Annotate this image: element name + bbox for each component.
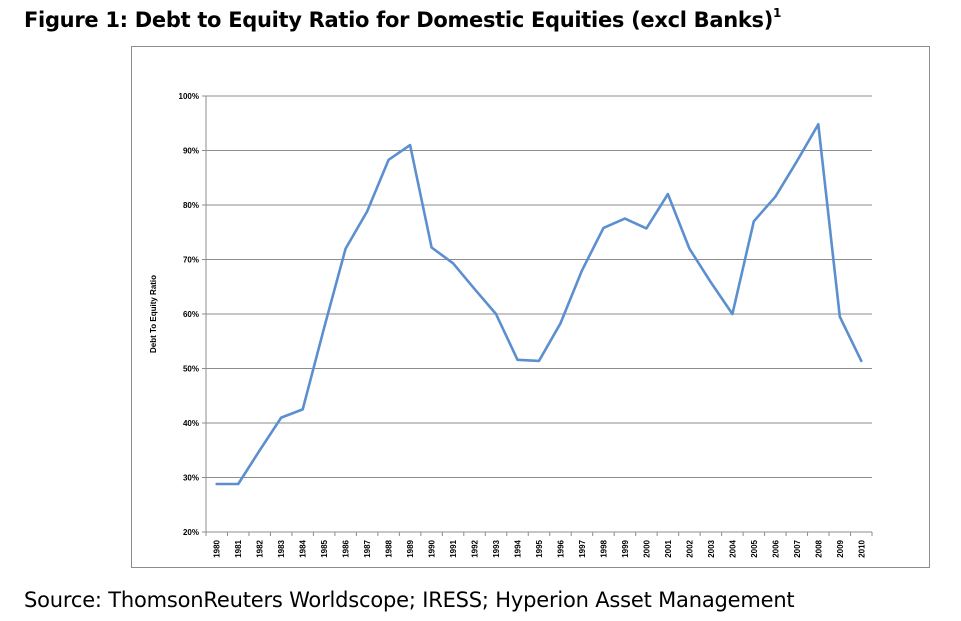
x-tick-label: 2002 — [685, 539, 694, 557]
series-layer — [215, 123, 863, 486]
data-point — [624, 217, 626, 219]
x-tick-label: 1988 — [385, 539, 394, 557]
data-point — [366, 210, 368, 212]
x-tick-label: 1997 — [578, 539, 587, 557]
x-tick-label: 2006 — [771, 539, 780, 557]
x-tick-label: 2010 — [857, 539, 866, 557]
chart-area: 20% 30% 40% 50% 60% 70% 80% 90% 100% 1980 1981 198… — [131, 46, 930, 568]
x-tick-label: 2001 — [664, 539, 673, 557]
data-point — [409, 144, 411, 146]
y-axis-title: Debt To Equity Ratio — [149, 275, 158, 353]
y-tick-label: 70% — [183, 256, 199, 265]
y-tick-labels: 20% 30% 40% 50% 60% 70% 80% 90% 100% — [179, 92, 199, 537]
x-tick-label: 1985 — [320, 539, 329, 557]
x-tick-label: 2007 — [793, 539, 802, 557]
x-tick-label: 1995 — [535, 539, 544, 557]
data-point — [516, 359, 518, 361]
x-tick-label: 1984 — [299, 539, 308, 557]
data-point — [753, 220, 755, 222]
data-point — [839, 316, 841, 318]
data-point — [387, 159, 389, 161]
data-point — [473, 288, 475, 290]
x-tick-label: 1986 — [342, 539, 351, 557]
x-tick-label: 1998 — [599, 539, 608, 557]
x-tick-label: 1992 — [471, 539, 480, 557]
data-point — [301, 408, 303, 410]
x-tick-label: 1980 — [213, 539, 222, 557]
data-point — [817, 123, 819, 125]
data-point — [538, 360, 540, 362]
data-point — [581, 269, 583, 271]
data-point — [430, 246, 432, 248]
x-tick-label: 2003 — [707, 539, 716, 557]
data-point — [710, 281, 712, 283]
x-tick-label: 1994 — [514, 539, 523, 557]
series-line — [215, 123, 863, 486]
x-tick-labels: 1980 1981 1982 1983 1984 1985 1986 1987 1988 1989… — [213, 539, 867, 557]
x-tick-label: 2000 — [642, 539, 651, 557]
data-point — [688, 247, 690, 249]
data-point — [796, 160, 798, 162]
data-point — [731, 313, 733, 315]
x-tick-label: 1982 — [256, 539, 265, 557]
data-point — [860, 360, 862, 362]
figure-title-text: Figure 1: Debt to Equity Ratio for Domes… — [24, 8, 774, 32]
x-tick-label: 1999 — [621, 539, 630, 557]
x-tick-label: 1987 — [363, 539, 372, 557]
data-point — [645, 227, 647, 229]
x-tick-label: 1991 — [449, 539, 458, 557]
data-point — [216, 483, 218, 485]
data-point — [323, 326, 325, 328]
y-tick-label: 20% — [183, 528, 199, 537]
data-point — [602, 227, 604, 229]
data-point — [237, 483, 239, 485]
data-point — [344, 247, 346, 249]
data-point — [452, 262, 454, 264]
data-point — [559, 322, 561, 324]
x-tick-label: 1990 — [428, 539, 437, 557]
x-tick-label: 1993 — [492, 539, 501, 557]
data-point — [774, 196, 776, 198]
y-tick-label: 30% — [183, 474, 199, 483]
x-tick-label: 1981 — [234, 539, 243, 557]
y-tick-label: 50% — [183, 365, 199, 374]
x-tick-label: 2005 — [750, 539, 759, 557]
axes — [202, 95, 873, 536]
gridlines — [206, 95, 872, 533]
y-tick-label: 60% — [183, 310, 199, 319]
line-chart: 20%30%40%50%60%70%80%90%100% 1980 1981 198… — [149, 92, 873, 558]
data-point — [495, 313, 497, 315]
x-tick-label: 2004 — [728, 539, 737, 557]
x-tick-label: 1983 — [277, 539, 286, 557]
x-tick-label: 2008 — [814, 539, 823, 557]
data-point — [280, 416, 282, 418]
x-tick-label: 2009 — [836, 539, 845, 557]
y-tick-label: 40% — [183, 419, 199, 428]
y-tick-label: 90% — [183, 147, 199, 156]
source-note: Source: ThomsonReuters Worldscope; IRESS… — [24, 588, 795, 612]
y-tick-label: 80% — [183, 201, 199, 210]
x-tick-label: 1989 — [406, 539, 415, 557]
footnote-marker: 1 — [773, 6, 782, 20]
figure-title: Figure 1: Debt to Equity Ratio for Domes… — [24, 6, 782, 32]
data-point — [259, 449, 261, 451]
data-point — [667, 193, 669, 195]
x-tick-label: 1996 — [556, 539, 565, 557]
y-tick-label: 100% — [179, 92, 199, 101]
